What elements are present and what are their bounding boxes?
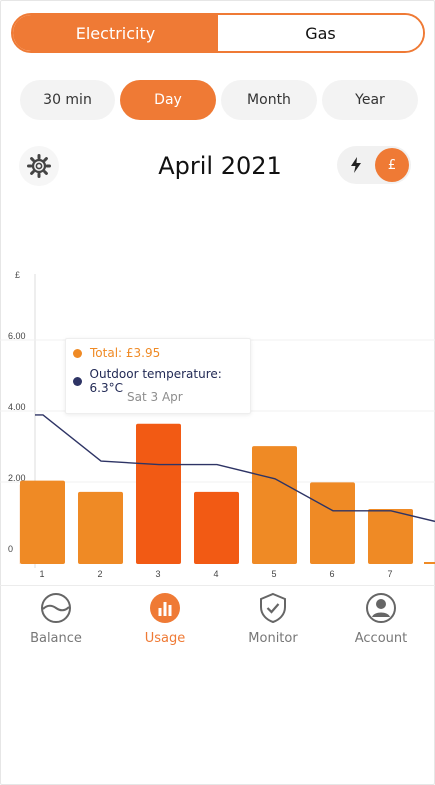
tooltip-temperature: Outdoor temperature: 6.3°C: [89, 367, 222, 395]
gear-icon: [27, 154, 51, 178]
nav-label-monitor: Monitor: [248, 631, 298, 646]
unit-gbp-button[interactable]: £: [375, 148, 409, 182]
bottom-nav: Balance Usage Monitor Account: [0, 585, 435, 656]
chart-bar: [194, 491, 239, 564]
y-axis-unit-label: £: [15, 270, 20, 280]
x-tick-label: 7: [387, 569, 392, 579]
x-tick-label: 1: [39, 569, 44, 579]
x-tick-label: 6: [329, 569, 334, 579]
chart-bar: [252, 446, 297, 564]
nav-balance[interactable]: Balance: [6, 586, 106, 656]
fuel-toggle: Electricity Gas: [11, 13, 425, 53]
y-tick-label: 0: [8, 544, 13, 554]
period-month-button[interactable]: Month: [221, 80, 317, 120]
electricity-tab[interactable]: Electricity: [13, 15, 218, 51]
period-30min-button[interactable]: 30 min: [20, 80, 115, 120]
nav-monitor[interactable]: Monitor: [223, 586, 323, 656]
nav-account[interactable]: Account: [331, 586, 431, 656]
nav-usage[interactable]: Usage: [115, 586, 215, 656]
chart-bar-stub: [424, 562, 435, 564]
temperature-legend-dot: [73, 376, 82, 386]
chart-bar: [368, 508, 413, 564]
page-title: April 2021: [158, 152, 282, 180]
unit-kwh-button[interactable]: [339, 148, 373, 182]
balance-icon: [41, 593, 71, 623]
x-tick-label: 4: [213, 569, 218, 579]
period-selector: 30 min Day Month Year: [20, 80, 418, 120]
gas-tab[interactable]: Gas: [218, 15, 423, 51]
tooltip-temperature-row: Outdoor temperature: 6.3°C: [73, 367, 250, 395]
account-icon: [366, 593, 396, 623]
x-tick-label: 2: [97, 569, 102, 579]
nav-label-account: Account: [354, 631, 408, 646]
chart-bar: [78, 491, 123, 564]
lightning-icon: [351, 157, 361, 173]
y-tick-label: 2.00: [8, 473, 26, 483]
temperature-line: [35, 414, 435, 523]
chart-bar: [20, 480, 65, 564]
tooltip-total: Total: £3.95: [90, 346, 161, 360]
usage-chart: £6.00 4.00 2.00 0 1 2 3 4 5 6 7: [0, 270, 435, 579]
x-tick-label: 5: [271, 569, 276, 579]
chart-bar: [310, 482, 355, 564]
monitor-shield-icon: [260, 592, 286, 624]
y-tick-label: 4.00: [8, 402, 26, 412]
period-day-button[interactable]: Day: [120, 80, 216, 120]
total-legend-dot: [73, 348, 82, 358]
unit-toggle: £: [337, 146, 411, 184]
usage-icon: [150, 593, 180, 623]
period-year-button[interactable]: Year: [322, 80, 418, 120]
nav-label-usage: Usage: [144, 631, 186, 646]
nav-label-balance: Balance: [30, 631, 82, 646]
tooltip-total-row: Total: £3.95: [73, 346, 160, 360]
tooltip-date: Sat 3 Apr: [127, 390, 183, 404]
settings-button[interactable]: [19, 146, 59, 186]
x-tick-label: 3: [155, 569, 160, 579]
chart-tooltip: Total: £3.95 Outdoor temperature: 6.3°C …: [65, 338, 251, 414]
chart-bar: [136, 423, 181, 564]
y-tick-label: 6.00: [8, 331, 26, 341]
